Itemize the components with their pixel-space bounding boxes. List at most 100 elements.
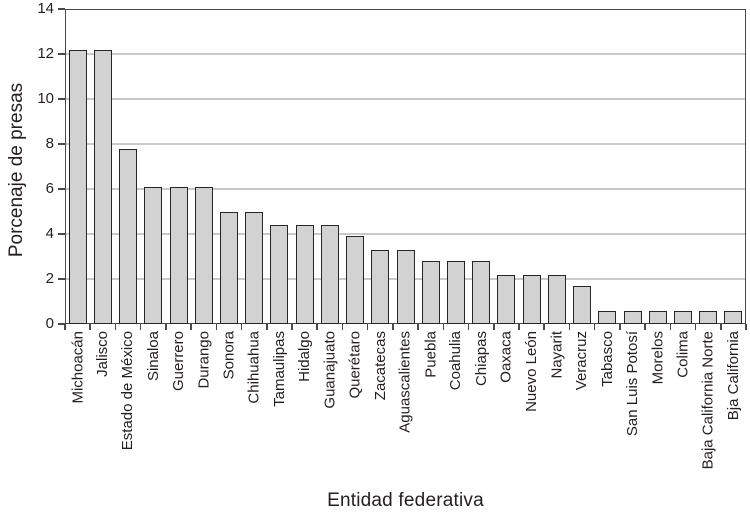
x-axis-category-label: San Luis Potosí: [624, 331, 641, 437]
x-axis-category-label: Estado de México: [119, 331, 137, 451]
bar: [295, 225, 314, 324]
y-axis-tick-label: 8: [45, 135, 54, 152]
x-axis-tick: [64, 324, 66, 330]
y-axis-tick: [58, 98, 65, 100]
bar: [371, 249, 390, 324]
y-axis-tick: [58, 53, 65, 55]
y-axis-tick-label: 0: [45, 315, 54, 332]
x-axis-category-label: Sinaloa: [144, 331, 162, 382]
bar: [219, 211, 238, 324]
y-axis-tick: [58, 233, 65, 235]
x-axis-category-label: Tamaulipas: [270, 331, 288, 407]
x-axis-category-label: Colima: [674, 331, 692, 378]
x-axis-category-label: Nuevo León: [523, 331, 541, 412]
bar: [68, 49, 87, 324]
x-axis-tick: [341, 324, 344, 330]
gridline: [66, 143, 745, 145]
x-axis-category-label: Coahulia: [447, 331, 465, 391]
bar: [346, 236, 365, 324]
x-axis-category-label: Jalisco: [94, 331, 112, 377]
y-axis-tick-label: 10: [37, 90, 54, 107]
bar: [320, 225, 339, 324]
x-axis-tick: [291, 324, 293, 330]
bar: [547, 274, 566, 324]
y-axis-tick-label: 6: [45, 180, 54, 197]
x-axis-tick: [417, 324, 419, 330]
bar: [623, 310, 642, 324]
x-axis-tick: [89, 324, 91, 330]
bar: [673, 310, 692, 324]
x-axis-category-label: Chiapas: [472, 331, 490, 387]
x-axis-tick: [593, 324, 596, 330]
bar: [194, 186, 213, 324]
y-axis-tick: [58, 143, 65, 145]
x-axis-tick: [139, 324, 142, 330]
bar: [497, 274, 516, 324]
bar: [93, 49, 112, 324]
y-axis-tick-label: 12: [37, 45, 54, 62]
y-axis-tick: [58, 323, 65, 325]
x-axis-tick: [366, 324, 369, 330]
x-axis-tick: [215, 324, 218, 330]
gridline: [66, 98, 745, 100]
x-axis-category-label: Chihuahua: [245, 331, 263, 404]
x-axis-tick: [165, 324, 167, 330]
x-axis-category-label: Guanajuato: [321, 331, 339, 409]
x-axis-tick: [694, 324, 697, 330]
bar: [446, 261, 465, 324]
x-axis-category-label: Hidalgo: [296, 331, 314, 382]
bar: [144, 186, 163, 324]
x-axis-tick: [190, 324, 192, 330]
x-axis-category-label: Tabasco: [598, 331, 616, 387]
x-axis-title: Entidad federativa: [327, 490, 484, 511]
x-axis-tick: [392, 324, 394, 330]
bar: [598, 310, 617, 324]
x-axis-tick: [644, 324, 646, 330]
x-axis-category-label: Aguascalientes: [397, 331, 414, 433]
bar: [270, 225, 289, 324]
bar: [119, 148, 138, 324]
x-axis-tick: [745, 324, 747, 330]
x-axis-tick: [493, 324, 495, 330]
bar: [522, 274, 541, 324]
x-axis-category-label: Oaxaca: [497, 331, 515, 383]
x-axis-category-label: Bja California: [724, 331, 742, 421]
bar: [169, 186, 188, 324]
x-axis-tick: [543, 324, 545, 330]
bar: [699, 310, 718, 324]
x-axis-tick: [467, 324, 470, 330]
y-axis-tick-label: 14: [37, 0, 54, 17]
bar: [472, 261, 491, 324]
bar: [573, 285, 592, 324]
x-axis-category-label: Baja California Norte: [699, 331, 717, 470]
x-axis-category-label: Puebla: [422, 331, 440, 378]
y-axis-tick: [58, 8, 65, 10]
x-axis-category-label: Guerrero: [170, 331, 187, 392]
bar: [245, 211, 264, 324]
y-axis-tick-label: 4: [45, 225, 54, 242]
x-axis-tick: [240, 324, 243, 330]
bar: [396, 249, 415, 324]
x-axis-category-label: Michoacán: [69, 331, 87, 404]
x-axis-tick: [266, 324, 268, 330]
x-axis-category-label: Sonora: [220, 331, 238, 380]
gridline: [66, 53, 745, 55]
x-axis-category-label: Morelos: [649, 331, 667, 385]
x-axis-category-label: Querétaro: [346, 331, 364, 399]
x-axis-category-label: Nayarit: [548, 331, 566, 379]
gridline: [66, 188, 745, 190]
x-axis-tick: [442, 324, 445, 330]
y-axis-tick-label: 2: [45, 270, 54, 287]
y-axis-tick: [58, 278, 65, 280]
bar: [421, 261, 440, 324]
x-axis-tick: [568, 324, 571, 330]
x-axis-tick: [316, 324, 318, 330]
x-axis-tick: [720, 324, 722, 330]
bar: [724, 310, 743, 324]
x-axis-tick: [518, 324, 520, 330]
x-axis-category-label: Zacatecas: [371, 331, 389, 401]
y-axis-tick: [58, 188, 65, 190]
x-axis-category-label: Veracruz: [573, 331, 591, 391]
x-axis-tick: [619, 324, 621, 330]
